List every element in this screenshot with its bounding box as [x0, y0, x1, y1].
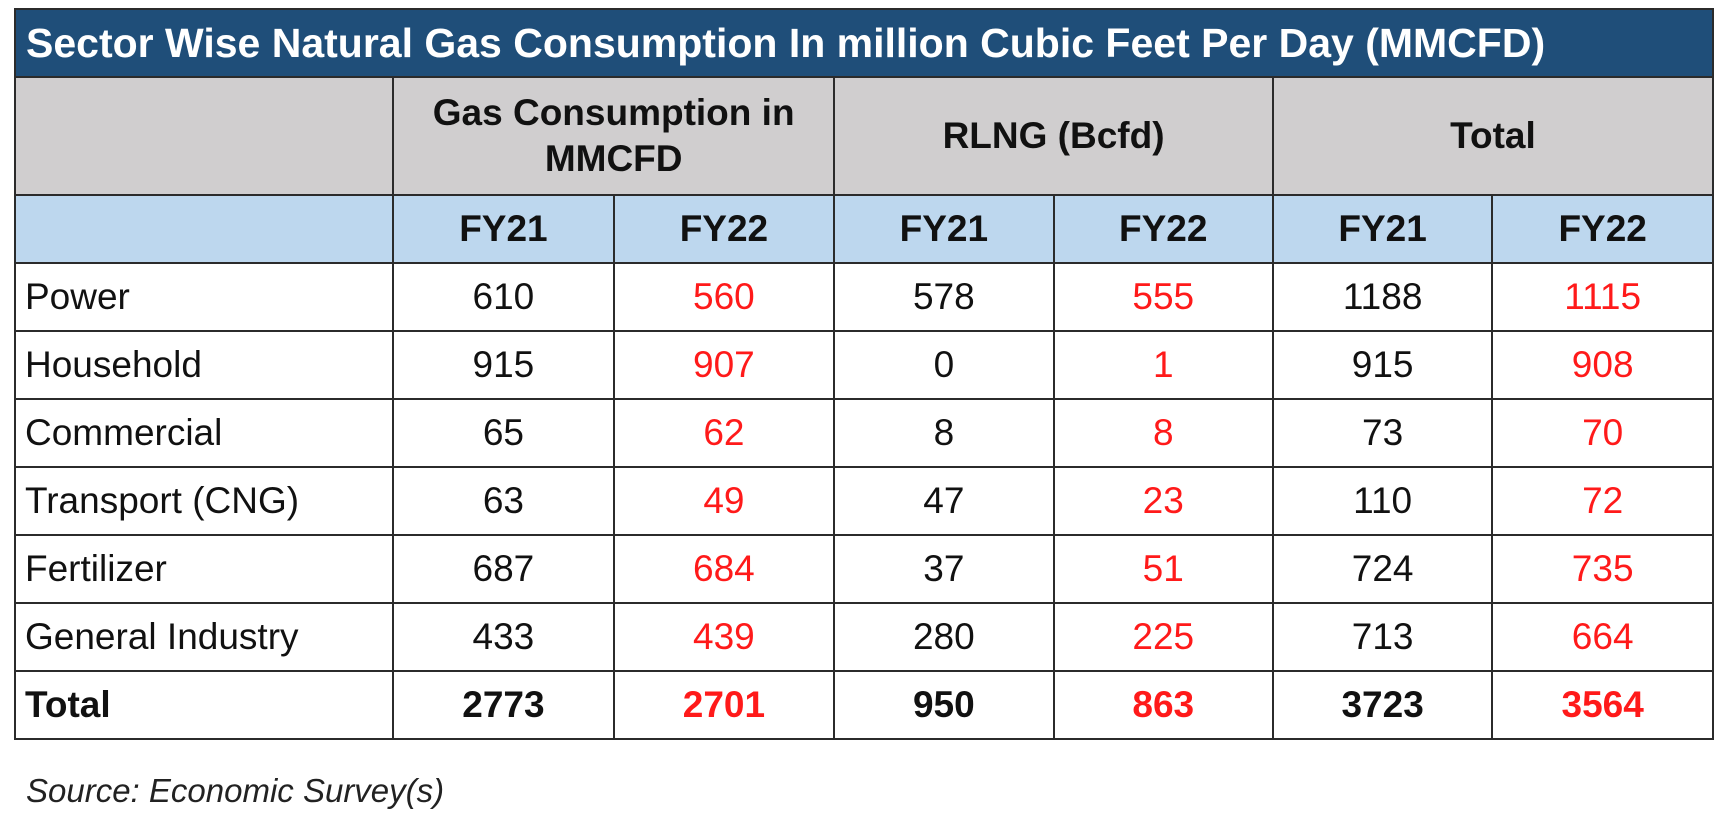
value-cell-fy22: 1115 [1491, 262, 1714, 332]
value-cell-fy22: 2701 [612, 670, 836, 740]
group-header-rlng: RLNG (Bcfd) [833, 76, 1274, 196]
table-row: Commercial 65 62 8 8 73 70 [13, 398, 1714, 468]
table-row: Power 610 560 578 555 1188 1115 [13, 262, 1714, 332]
header-corner-cell [13, 76, 395, 196]
year-header-row: FY21 FY22 FY21 FY22 FY21 FY22 [13, 194, 1714, 264]
value-cell-fy22: 3564 [1491, 670, 1714, 740]
value-cell-fy21: 2773 [392, 670, 615, 740]
value-cell-fy21: 687 [392, 534, 615, 604]
value-cell-fy22: 1 [1052, 330, 1274, 400]
table-row: Fertilizer 687 684 37 51 724 735 [13, 534, 1714, 604]
row-label: Power [13, 262, 395, 332]
value-cell-fy22: 560 [612, 262, 836, 332]
value-cell-fy21: 110 [1271, 466, 1494, 536]
row-label: Commercial [13, 398, 395, 468]
year-header-cell: FY21 [1271, 194, 1494, 264]
year-header-cell: FY21 [392, 194, 615, 264]
value-cell-fy21: 65 [392, 398, 615, 468]
value-cell-fy22: 72 [1491, 466, 1714, 536]
value-cell-fy21: 1188 [1271, 262, 1494, 332]
value-cell-fy22: 62 [612, 398, 836, 468]
year-header-cell: FY22 [1052, 194, 1274, 264]
value-cell-fy22: 225 [1052, 602, 1274, 672]
value-cell-fy22: 49 [612, 466, 836, 536]
row-label: Fertilizer [13, 534, 395, 604]
gas-consumption-table: Sector Wise Natural Gas Consumption In m… [13, 8, 1715, 740]
value-cell-fy21: 37 [833, 534, 1055, 604]
value-cell-fy22: 863 [1052, 670, 1274, 740]
table-body: Power 610 560 578 555 1188 1115 Household 915 907… [13, 262, 1714, 740]
value-cell-fy21: 8 [833, 398, 1055, 468]
row-label: Total [13, 670, 395, 740]
value-cell-fy21: 578 [833, 262, 1055, 332]
year-header-cell: FY22 [612, 194, 836, 264]
value-cell-fy21: 433 [392, 602, 615, 672]
group-header-row: Gas Consumption in MMCFD RLNG (Bcfd) Tot… [13, 76, 1715, 196]
value-cell-fy21: 280 [833, 602, 1055, 672]
table-row: General Industry 433 439 280 225 713 664 [13, 602, 1714, 672]
value-cell-fy21: 610 [392, 262, 615, 332]
value-cell-fy22: 684 [612, 534, 836, 604]
value-cell-fy22: 908 [1491, 330, 1714, 400]
table-row: Household 915 907 0 1 915 908 [13, 330, 1714, 400]
value-cell-fy21: 3723 [1271, 670, 1494, 740]
table-row: Transport (CNG) 63 49 47 23 110 72 [13, 466, 1714, 536]
value-cell-fy21: 724 [1271, 534, 1494, 604]
value-cell-fy22: 8 [1052, 398, 1274, 468]
row-label: Household [13, 330, 395, 400]
year-header-cell: FY21 [833, 194, 1055, 264]
row-label: Transport (CNG) [13, 466, 395, 536]
value-cell-fy21: 73 [1271, 398, 1494, 468]
value-cell-fy21: 47 [833, 466, 1055, 536]
row-label: General Industry [13, 602, 395, 672]
table-title: Sector Wise Natural Gas Consumption In m… [14, 8, 1714, 78]
value-cell-fy22: 735 [1491, 534, 1714, 604]
value-cell-fy21: 915 [1271, 330, 1494, 400]
value-cell-fy21: 950 [833, 670, 1055, 740]
group-header-total: Total [1271, 76, 1715, 196]
value-cell-fy22: 907 [612, 330, 836, 400]
table-container: Sector Wise Natural Gas Consumption In m… [13, 8, 1715, 740]
value-cell-fy21: 63 [392, 466, 615, 536]
value-cell-fy22: 439 [612, 602, 836, 672]
year-header-corner-cell [13, 194, 395, 264]
value-cell-fy22: 555 [1052, 262, 1274, 332]
value-cell-fy21: 915 [392, 330, 615, 400]
value-cell-fy22: 70 [1491, 398, 1714, 468]
group-header-gas-consumption: Gas Consumption in MMCFD [392, 76, 836, 196]
year-header-cell: FY22 [1491, 194, 1714, 264]
source-note: Source: Economic Survey(s) [26, 772, 445, 809]
value-cell-fy22: 51 [1052, 534, 1274, 604]
value-cell-fy21: 0 [833, 330, 1055, 400]
title-row: Sector Wise Natural Gas Consumption In m… [14, 8, 1714, 78]
value-cell-fy22: 23 [1052, 466, 1274, 536]
total-row: Total 2773 2701 950 863 3723 3564 [13, 670, 1714, 740]
value-cell-fy21: 713 [1271, 602, 1494, 672]
value-cell-fy22: 664 [1491, 602, 1714, 672]
